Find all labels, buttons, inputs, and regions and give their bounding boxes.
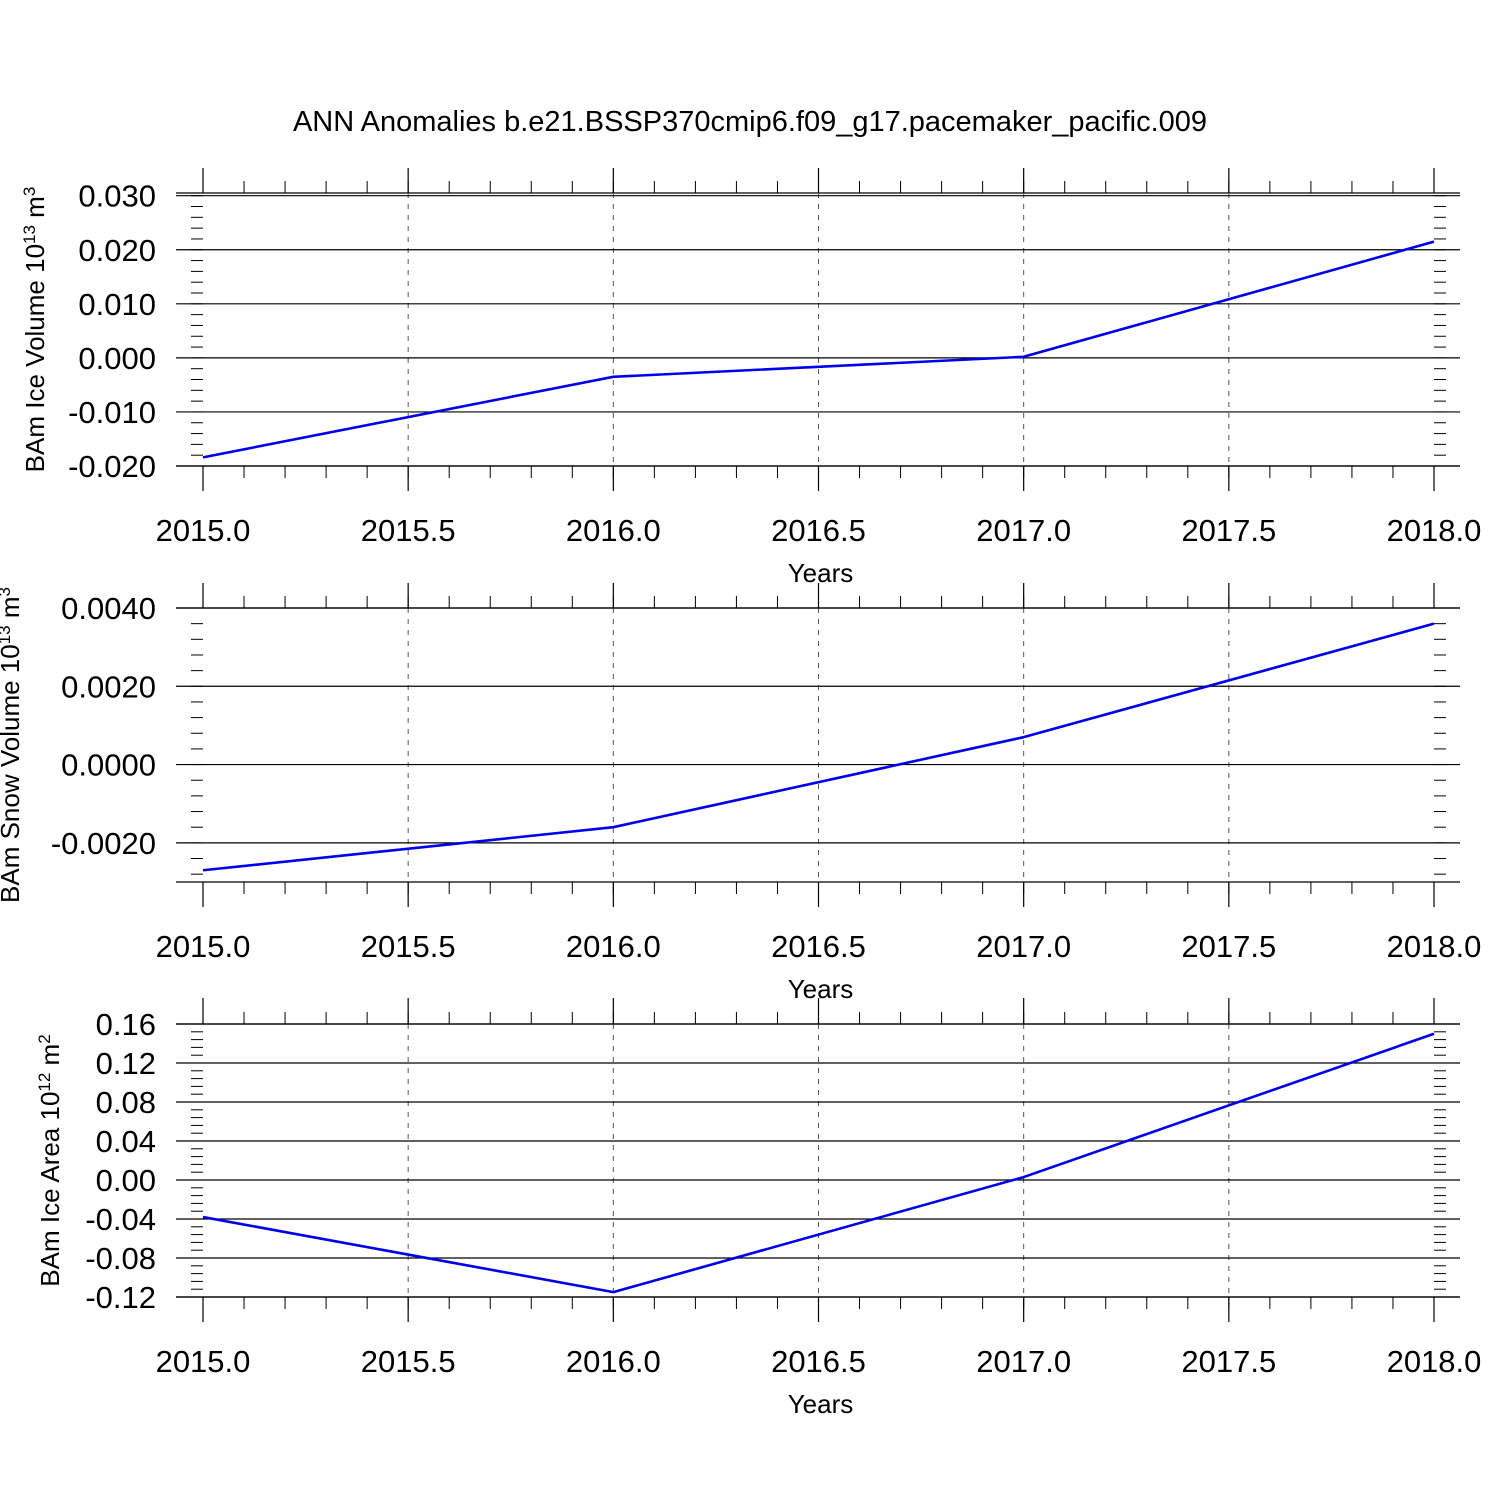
x-axis-label: Years bbox=[788, 558, 854, 588]
y-axis-label: BAm Snow Volume 1013 m3 bbox=[0, 587, 25, 903]
y-tick-label: 0.08 bbox=[96, 1085, 156, 1120]
y-tick-label: -0.0020 bbox=[51, 826, 156, 861]
y-tick-label: -0.020 bbox=[68, 449, 156, 484]
y-axis-label-text: BAm Ice Volume 10 bbox=[20, 244, 50, 472]
x-axis-label: Years bbox=[788, 1389, 854, 1419]
y-axis-label-text: BAm Ice Area 10 bbox=[35, 1092, 65, 1287]
x-tick-label: 2017.0 bbox=[976, 513, 1071, 548]
x-tick-label: 2015.0 bbox=[156, 1344, 251, 1379]
x-tick-label: 2015.0 bbox=[156, 929, 251, 964]
x-tick-label: 2016.0 bbox=[566, 513, 661, 548]
y-tick-label: 0.0020 bbox=[61, 669, 156, 704]
y-tick-label: -0.08 bbox=[85, 1241, 156, 1276]
chart-panel-1: 2015.0 2015.5 2016.0 2016.5 2017.0 2017.5 2018… bbox=[20, 168, 1482, 588]
y-axis-label: BAm Ice Area 1012 m2 bbox=[35, 1034, 66, 1286]
y-axis-label-superscript: 13 bbox=[20, 225, 39, 244]
y-axis-label-text: BAm Snow Volume 10 bbox=[0, 644, 25, 903]
x-tick-label: 2016.5 bbox=[771, 513, 866, 548]
x-tick-label: 2018.0 bbox=[1387, 1344, 1482, 1379]
x-tick-label: 2017.5 bbox=[1181, 1344, 1276, 1379]
y-tick-label: 0.030 bbox=[78, 179, 156, 214]
figure-title: ANN Anomalies b.e21.BSSP370cmip6.f09_g17… bbox=[293, 106, 1207, 138]
y-axis-label-superscript: 3 bbox=[0, 587, 14, 596]
y-axis-label-superscript: 2 bbox=[35, 1034, 54, 1043]
x-tick-label: 2016.5 bbox=[771, 929, 866, 964]
series-line bbox=[202, 240, 1435, 459]
y-axis-label-text: m bbox=[20, 196, 50, 225]
y-tick-label: 0.12 bbox=[96, 1046, 156, 1081]
y-axis-label-superscript: 13 bbox=[0, 625, 14, 644]
y-axis-label-text: m bbox=[0, 596, 25, 625]
x-tick-label: 2015.5 bbox=[361, 1344, 456, 1379]
x-tick-label: 2017.0 bbox=[976, 929, 1071, 964]
y-tick-label: 0.020 bbox=[78, 233, 156, 268]
x-tick-label: 2016.0 bbox=[566, 929, 661, 964]
y-tick-label: -0.12 bbox=[85, 1280, 156, 1315]
y-tick-label: 0.00 bbox=[96, 1163, 156, 1198]
x-tick-label: 2017.0 bbox=[976, 1344, 1071, 1379]
x-tick-label: 2015.5 bbox=[361, 929, 456, 964]
y-tick-label: -0.010 bbox=[68, 395, 156, 430]
x-tick-label: 2018.0 bbox=[1387, 513, 1482, 548]
y-axis-label: BAm Ice Volume 1013 m3 bbox=[20, 187, 51, 473]
x-tick-label: 2015.5 bbox=[361, 513, 456, 548]
x-tick-label: 2018.0 bbox=[1387, 929, 1482, 964]
series-line bbox=[202, 622, 1435, 872]
y-tick-label: 0.04 bbox=[96, 1124, 156, 1159]
y-tick-label: 0.010 bbox=[78, 287, 156, 322]
x-tick-label: 2017.5 bbox=[1181, 513, 1276, 548]
x-tick-label: 2016.0 bbox=[566, 1344, 661, 1379]
x-axis-label: Years bbox=[788, 974, 854, 1004]
x-tick-label: 2017.5 bbox=[1181, 929, 1276, 964]
y-tick-label: 0.0000 bbox=[61, 748, 156, 783]
y-axis-label-text: m bbox=[35, 1044, 65, 1073]
series-line bbox=[202, 1032, 1435, 1294]
y-tick-label: 0.0040 bbox=[61, 591, 156, 626]
y-axis-label-superscript: 3 bbox=[20, 187, 39, 196]
x-tick-label: 2015.0 bbox=[156, 513, 251, 548]
chart-panel-3: 2015.0 2015.5 2016.0 2016.5 2017.0 2017.5 2018… bbox=[35, 998, 1482, 1419]
chart-panel-2: 2015.0 2015.5 2016.0 2016.5 2017.0 2017.5 2018… bbox=[0, 583, 1481, 1004]
y-tick-label: 0.000 bbox=[78, 341, 156, 376]
y-axis-label-superscript: 12 bbox=[35, 1073, 54, 1092]
y-tick-label: -0.04 bbox=[85, 1202, 156, 1237]
y-tick-label: 0.16 bbox=[96, 1007, 156, 1042]
x-tick-label: 2016.5 bbox=[771, 1344, 866, 1379]
